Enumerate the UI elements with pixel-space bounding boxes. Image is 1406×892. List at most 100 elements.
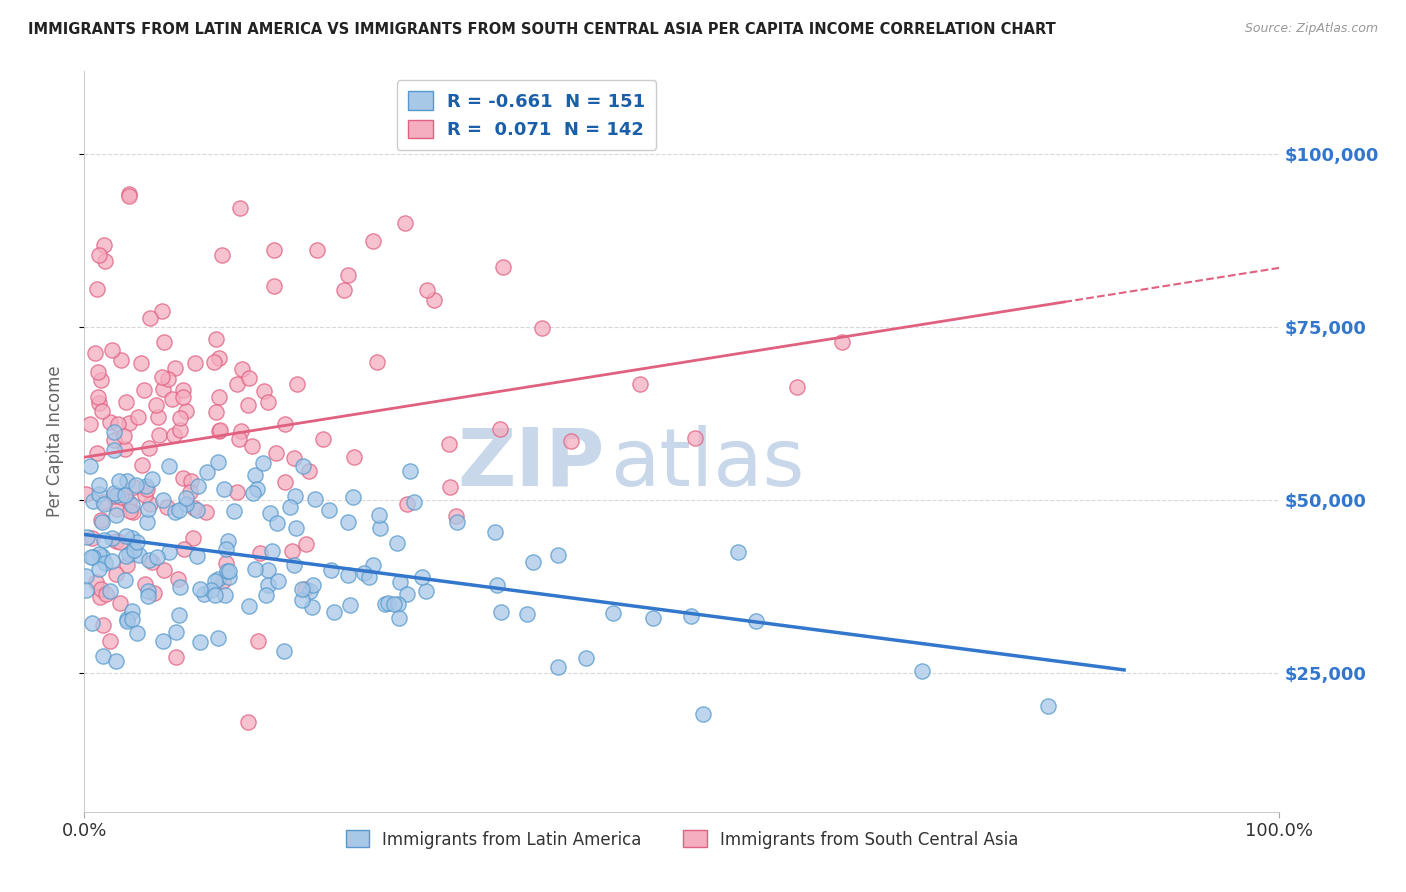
Point xyxy=(103,489,125,503)
Point xyxy=(188,582,211,596)
Point xyxy=(115,558,138,572)
Point xyxy=(107,475,129,489)
Point xyxy=(333,283,356,297)
Point xyxy=(169,580,191,594)
Point xyxy=(263,243,285,257)
Point xyxy=(114,442,136,456)
Point xyxy=(186,502,208,516)
Point xyxy=(190,635,212,649)
Point xyxy=(683,431,706,445)
Point xyxy=(125,625,148,640)
Point xyxy=(259,506,281,520)
Text: ZIP: ZIP xyxy=(457,425,605,503)
Point xyxy=(145,549,167,564)
Point xyxy=(209,423,232,437)
Point xyxy=(135,515,157,529)
Point xyxy=(727,545,749,559)
Point xyxy=(394,216,416,230)
Point xyxy=(121,531,143,545)
Point xyxy=(136,482,159,496)
Point xyxy=(142,586,165,600)
Point xyxy=(176,491,198,506)
Point xyxy=(80,531,103,545)
Point xyxy=(416,284,439,298)
Point xyxy=(305,243,328,257)
Point xyxy=(163,427,186,442)
Point xyxy=(274,417,297,432)
Point xyxy=(273,475,295,490)
Point xyxy=(489,422,512,436)
Point xyxy=(387,535,409,549)
Point xyxy=(165,650,187,665)
Point xyxy=(121,612,143,626)
Point xyxy=(174,404,197,418)
Point xyxy=(173,541,195,556)
Point xyxy=(745,614,768,628)
Point xyxy=(136,502,159,516)
Point xyxy=(217,534,239,549)
Point xyxy=(212,574,235,589)
Point xyxy=(152,492,174,507)
Point xyxy=(231,361,253,376)
Point xyxy=(388,574,411,589)
Point xyxy=(602,606,624,620)
Point xyxy=(76,530,98,544)
Point xyxy=(266,516,288,530)
Point xyxy=(91,649,114,664)
Point xyxy=(336,515,359,529)
Point xyxy=(105,502,128,516)
Point xyxy=(112,428,135,442)
Point xyxy=(165,624,187,639)
Point xyxy=(267,574,290,588)
Point xyxy=(218,570,240,584)
Point xyxy=(157,459,180,474)
Point xyxy=(193,587,215,601)
Point xyxy=(172,390,194,404)
Point xyxy=(910,664,932,678)
Point xyxy=(110,535,132,549)
Point xyxy=(150,369,173,384)
Point xyxy=(353,566,375,581)
Point xyxy=(118,504,141,518)
Point xyxy=(692,706,714,721)
Point xyxy=(153,334,176,349)
Point xyxy=(180,474,202,488)
Point xyxy=(82,549,104,564)
Point xyxy=(104,654,127,668)
Point xyxy=(105,488,128,502)
Point xyxy=(491,260,513,275)
Point xyxy=(134,383,156,397)
Point xyxy=(122,480,145,494)
Point xyxy=(183,500,205,515)
Point xyxy=(522,555,544,569)
Point xyxy=(138,496,160,510)
Point xyxy=(103,425,125,439)
Point xyxy=(89,590,111,604)
Point xyxy=(114,394,136,409)
Point xyxy=(167,572,190,586)
Point xyxy=(225,376,247,391)
Point xyxy=(547,548,569,562)
Y-axis label: Per Capita Income: Per Capita Income xyxy=(45,366,63,517)
Point xyxy=(169,423,191,437)
Point xyxy=(138,442,160,456)
Point xyxy=(446,515,468,529)
Point xyxy=(238,715,260,730)
Point xyxy=(299,584,322,599)
Point xyxy=(91,618,114,632)
Point xyxy=(169,607,191,622)
Point xyxy=(150,303,173,318)
Point xyxy=(128,548,150,562)
Point xyxy=(575,651,598,665)
Point xyxy=(121,498,143,512)
Point xyxy=(172,471,194,485)
Point xyxy=(134,488,156,502)
Point xyxy=(444,509,467,524)
Point xyxy=(156,500,179,515)
Point xyxy=(337,268,360,283)
Point xyxy=(229,202,252,216)
Point xyxy=(382,597,405,611)
Point xyxy=(91,549,114,563)
Point xyxy=(87,487,110,501)
Point xyxy=(628,376,651,391)
